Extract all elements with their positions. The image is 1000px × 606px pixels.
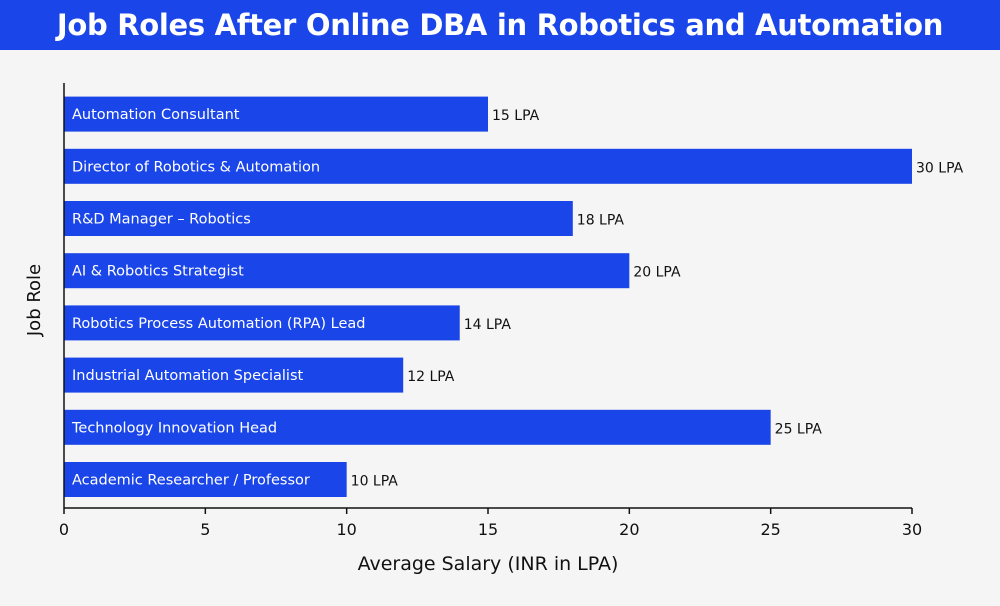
bar-chart: Automation Consultant 15 LPA Director of R… [24,83,964,575]
y-axis-label: Job Role [24,264,45,337]
bar-value-label: 15 LPA [492,108,540,124]
bar-category-label: Robotics Process Automation (RPA) Lead [72,316,365,332]
chart-title: Job Roles After Online DBA in Robotics a… [56,8,944,42]
bar-value-label: 25 LPA [775,421,823,437]
bar-category-label: Director of Robotics & Automation [72,159,320,175]
bar-value-label: 30 LPA [916,160,964,176]
bar-value-label: 10 LPA [351,474,399,490]
x-axis-label: Average Salary (INR in LPA) [358,553,619,575]
bar-5 [64,305,460,341]
bar-value-label: 20 LPA [633,265,681,281]
x-tick-label: 30 [902,520,922,539]
bar-category-label: Academic Researcher / Professor [72,473,310,489]
bar-value-label: 12 LPA [407,369,455,385]
bar-6 [64,357,404,393]
bar-1 [64,96,488,132]
x-tick-label: 10 [336,520,356,539]
bar-2 [64,148,912,184]
bar-category-label: Technology Innovation Head [71,420,277,436]
bar-category-label: Automation Consultant [72,107,240,123]
bar-category-label: Industrial Automation Specialist [72,368,304,384]
bars-group: Automation Consultant 15 LPA Director of R… [64,96,964,497]
bar-category-label: R&D Manager – Robotics [72,212,251,228]
axes-group: 0 5 10 15 20 25 30 [59,83,922,539]
x-tick-label: 25 [760,520,780,539]
bar-category-label: AI & Robotics Strategist [72,264,244,280]
bar-3 [64,201,573,236]
title-bar: Job Roles After Online DBA in Robotics a… [0,0,1000,50]
bar-8 [64,462,347,497]
chart-area: Automation Consultant 15 LPA Director of R… [0,50,1000,602]
bar-value-label: 14 LPA [464,317,512,333]
x-tick-label: 5 [200,520,210,539]
x-tick-label: 20 [619,520,639,539]
bar-value-label: 18 LPA [577,213,625,229]
bar-7 [64,409,771,445]
x-tick-label: 0 [59,520,69,539]
x-tick-label: 15 [478,520,498,539]
bar-4 [64,253,630,289]
